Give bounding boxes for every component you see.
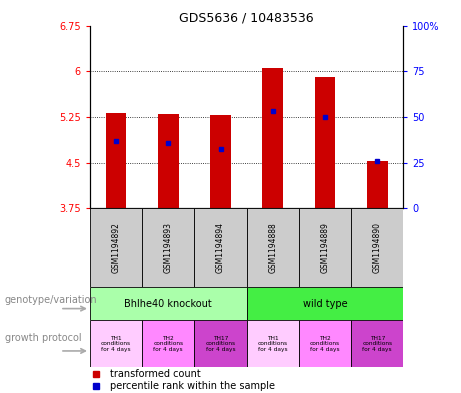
Bar [90,287,247,320]
Bar [210,115,231,208]
Bar [299,320,351,367]
Bar [367,162,388,208]
Text: GSM1194892: GSM1194892 [112,222,120,273]
Bar [158,114,179,208]
Bar [142,320,195,367]
Text: GSM1194894: GSM1194894 [216,222,225,273]
Text: GSM1194888: GSM1194888 [268,222,277,273]
Text: GSM1194893: GSM1194893 [164,222,173,273]
Bar [314,77,336,208]
Bar [351,208,403,287]
Bar [247,320,299,367]
Text: TH2
conditions
for 4 days: TH2 conditions for 4 days [153,336,183,352]
Text: TH1
conditions
for 4 days: TH1 conditions for 4 days [258,336,288,352]
Text: percentile rank within the sample: percentile rank within the sample [110,381,275,391]
Text: transformed count: transformed count [110,369,201,379]
Bar [90,320,142,367]
Text: wild type: wild type [303,299,347,309]
Text: TH1
conditions
for 4 days: TH1 conditions for 4 days [101,336,131,352]
Text: GSM1194890: GSM1194890 [373,222,382,273]
Text: Bhlhe40 knockout: Bhlhe40 knockout [124,299,212,309]
Bar [195,320,247,367]
Bar [142,208,195,287]
Text: GSM1194889: GSM1194889 [320,222,330,273]
Bar [106,113,126,208]
Bar [247,208,299,287]
Title: GDS5636 / 10483536: GDS5636 / 10483536 [179,11,314,24]
Bar [299,208,351,287]
Bar [90,208,142,287]
Text: genotype/variation: genotype/variation [5,295,97,305]
Bar [247,287,403,320]
Text: TH17
conditions
for 4 days: TH17 conditions for 4 days [206,336,236,352]
Bar [195,208,247,287]
Bar [351,320,403,367]
Text: TH2
conditions
for 4 days: TH2 conditions for 4 days [310,336,340,352]
Text: growth protocol: growth protocol [5,333,81,343]
Text: TH17
conditions
for 4 days: TH17 conditions for 4 days [362,336,392,352]
Bar [262,68,283,208]
